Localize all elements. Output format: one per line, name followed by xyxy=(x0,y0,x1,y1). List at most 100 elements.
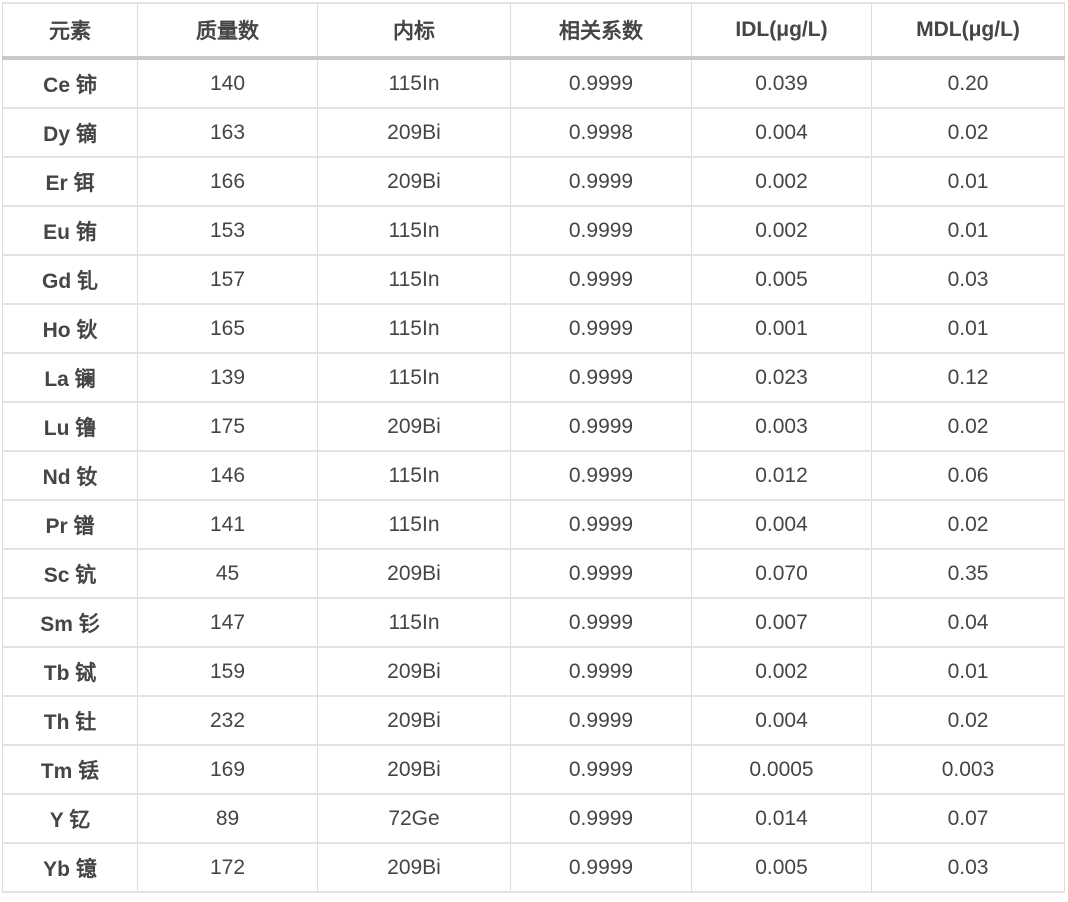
idl-cell: 0.014 xyxy=(691,794,872,844)
table-row: Er 铒 166 209Bi 0.9999 0.002 0.01 xyxy=(2,157,1065,207)
internal-standard-cell: 209Bi xyxy=(317,647,511,697)
element-cell: Eu 铕 xyxy=(2,206,138,256)
element-cell: Y 钇 xyxy=(2,794,138,844)
table-row: Dy 镝 163 209Bi 0.9998 0.004 0.02 xyxy=(2,108,1065,158)
table-row: Lu 镥 175 209Bi 0.9999 0.003 0.02 xyxy=(2,402,1065,452)
element-cell: Dy 镝 xyxy=(2,108,138,158)
mdl-cell: 0.07 xyxy=(871,794,1065,844)
mass-number-cell: 175 xyxy=(137,402,318,452)
correlation-coefficient-cell: 0.9999 xyxy=(510,206,692,256)
mdl-cell: 0.03 xyxy=(871,255,1065,305)
correlation-coefficient-cell: 0.9999 xyxy=(510,549,692,599)
idl-cell: 0.0005 xyxy=(691,745,872,795)
mass-number-cell: 163 xyxy=(137,108,318,158)
table-header: 元素 质量数 内标 相关系数 IDL(μg/L) MDL(μg/L) xyxy=(2,2,1065,60)
mass-number-cell: 166 xyxy=(137,157,318,207)
mdl-cell: 0.01 xyxy=(871,304,1065,354)
mass-number-cell: 147 xyxy=(137,598,318,648)
mass-number-cell: 146 xyxy=(137,451,318,501)
table-row: Ho 钬 165 115In 0.9999 0.001 0.01 xyxy=(2,304,1065,354)
mdl-cell: 0.01 xyxy=(871,647,1065,697)
mdl-cell: 0.04 xyxy=(871,598,1065,648)
mdl-cell: 0.003 xyxy=(871,745,1065,795)
internal-standard-cell: 115In xyxy=(317,451,511,501)
element-cell: Tm 铥 xyxy=(2,745,138,795)
element-cell: Er 铒 xyxy=(2,157,138,207)
correlation-coefficient-cell: 0.9999 xyxy=(510,451,692,501)
correlation-coefficient-cell: 0.9999 xyxy=(510,255,692,305)
idl-cell: 0.001 xyxy=(691,304,872,354)
table-row: Ce 铈 140 115In 0.9999 0.039 0.20 xyxy=(2,58,1065,109)
internal-standard-cell: 209Bi xyxy=(317,843,511,893)
mdl-cell: 0.02 xyxy=(871,402,1065,452)
internal-standard-cell: 115In xyxy=(317,304,511,354)
internal-standard-cell: 209Bi xyxy=(317,157,511,207)
internal-standard-cell: 209Bi xyxy=(317,745,511,795)
idl-cell: 0.005 xyxy=(691,255,872,305)
element-cell: Sm 钐 xyxy=(2,598,138,648)
idl-cell: 0.002 xyxy=(691,157,872,207)
mdl-cell: 0.02 xyxy=(871,108,1065,158)
table-row: La 镧 139 115In 0.9999 0.023 0.12 xyxy=(2,353,1065,403)
element-cell: Lu 镥 xyxy=(2,402,138,452)
internal-standard-cell: 209Bi xyxy=(317,696,511,746)
mass-number-cell: 232 xyxy=(137,696,318,746)
mass-number-cell: 89 xyxy=(137,794,318,844)
table-row: Tb 铽 159 209Bi 0.9999 0.002 0.01 xyxy=(2,647,1065,697)
mdl-cell: 0.03 xyxy=(871,843,1065,893)
mdl-cell: 0.06 xyxy=(871,451,1065,501)
mass-number-cell: 45 xyxy=(137,549,318,599)
table-row: Eu 铕 153 115In 0.9999 0.002 0.01 xyxy=(2,206,1065,256)
column-header-correlation-coefficient: 相关系数 xyxy=(510,2,692,60)
internal-standard-cell: 72Ge xyxy=(317,794,511,844)
idl-cell: 0.004 xyxy=(691,696,872,746)
table-row: Gd 钆 157 115In 0.9999 0.005 0.03 xyxy=(2,255,1065,305)
correlation-coefficient-cell: 0.9999 xyxy=(510,745,692,795)
idl-cell: 0.004 xyxy=(691,500,872,550)
column-header-internal-standard: 内标 xyxy=(317,2,511,60)
internal-standard-cell: 115In xyxy=(317,255,511,305)
table-row: Yb 镱 172 209Bi 0.9999 0.005 0.03 xyxy=(2,843,1065,893)
idl-cell: 0.023 xyxy=(691,353,872,403)
mass-number-cell: 139 xyxy=(137,353,318,403)
element-cell: Ho 钬 xyxy=(2,304,138,354)
internal-standard-cell: 209Bi xyxy=(317,549,511,599)
mass-number-cell: 169 xyxy=(137,745,318,795)
idl-cell: 0.003 xyxy=(691,402,872,452)
correlation-coefficient-cell: 0.9999 xyxy=(510,304,692,354)
mdl-cell: 0.02 xyxy=(871,500,1065,550)
correlation-coefficient-cell: 0.9999 xyxy=(510,794,692,844)
mass-number-cell: 172 xyxy=(137,843,318,893)
mass-number-cell: 153 xyxy=(137,206,318,256)
element-cell: Pr 镨 xyxy=(2,500,138,550)
table-row: Tm 铥 169 209Bi 0.9999 0.0005 0.003 xyxy=(2,745,1065,795)
internal-standard-cell: 115In xyxy=(317,206,511,256)
table-row: Sm 钐 147 115In 0.9999 0.007 0.04 xyxy=(2,598,1065,648)
table-body: Ce 铈 140 115In 0.9999 0.039 0.20 Dy 镝 163 209Bi 0… xyxy=(2,58,1065,893)
table-row: Th 钍 232 209Bi 0.9999 0.004 0.02 xyxy=(2,696,1065,746)
idl-cell: 0.002 xyxy=(691,647,872,697)
element-cell: Nd 钕 xyxy=(2,451,138,501)
table-row: Y 钇 89 72Ge 0.9999 0.014 0.07 xyxy=(2,794,1065,844)
column-header-idl: IDL(μg/L) xyxy=(691,2,872,60)
mass-number-cell: 157 xyxy=(137,255,318,305)
mdl-cell: 0.01 xyxy=(871,206,1065,256)
idl-cell: 0.070 xyxy=(691,549,872,599)
column-header-element: 元素 xyxy=(2,2,138,60)
header-row: 元素 质量数 内标 相关系数 IDL(μg/L) MDL(μg/L) xyxy=(2,2,1065,60)
mdl-cell: 0.20 xyxy=(871,58,1065,109)
idl-cell: 0.039 xyxy=(691,58,872,109)
correlation-coefficient-cell: 0.9999 xyxy=(510,598,692,648)
internal-standard-cell: 209Bi xyxy=(317,108,511,158)
internal-standard-cell: 115In xyxy=(317,353,511,403)
element-cell: Tb 铽 xyxy=(2,647,138,697)
mdl-cell: 0.01 xyxy=(871,157,1065,207)
mass-number-cell: 165 xyxy=(137,304,318,354)
table-row: Nd 钕 146 115In 0.9999 0.012 0.06 xyxy=(2,451,1065,501)
mass-number-cell: 140 xyxy=(137,58,318,109)
internal-standard-cell: 209Bi xyxy=(317,402,511,452)
idl-cell: 0.004 xyxy=(691,108,872,158)
correlation-coefficient-cell: 0.9999 xyxy=(510,353,692,403)
